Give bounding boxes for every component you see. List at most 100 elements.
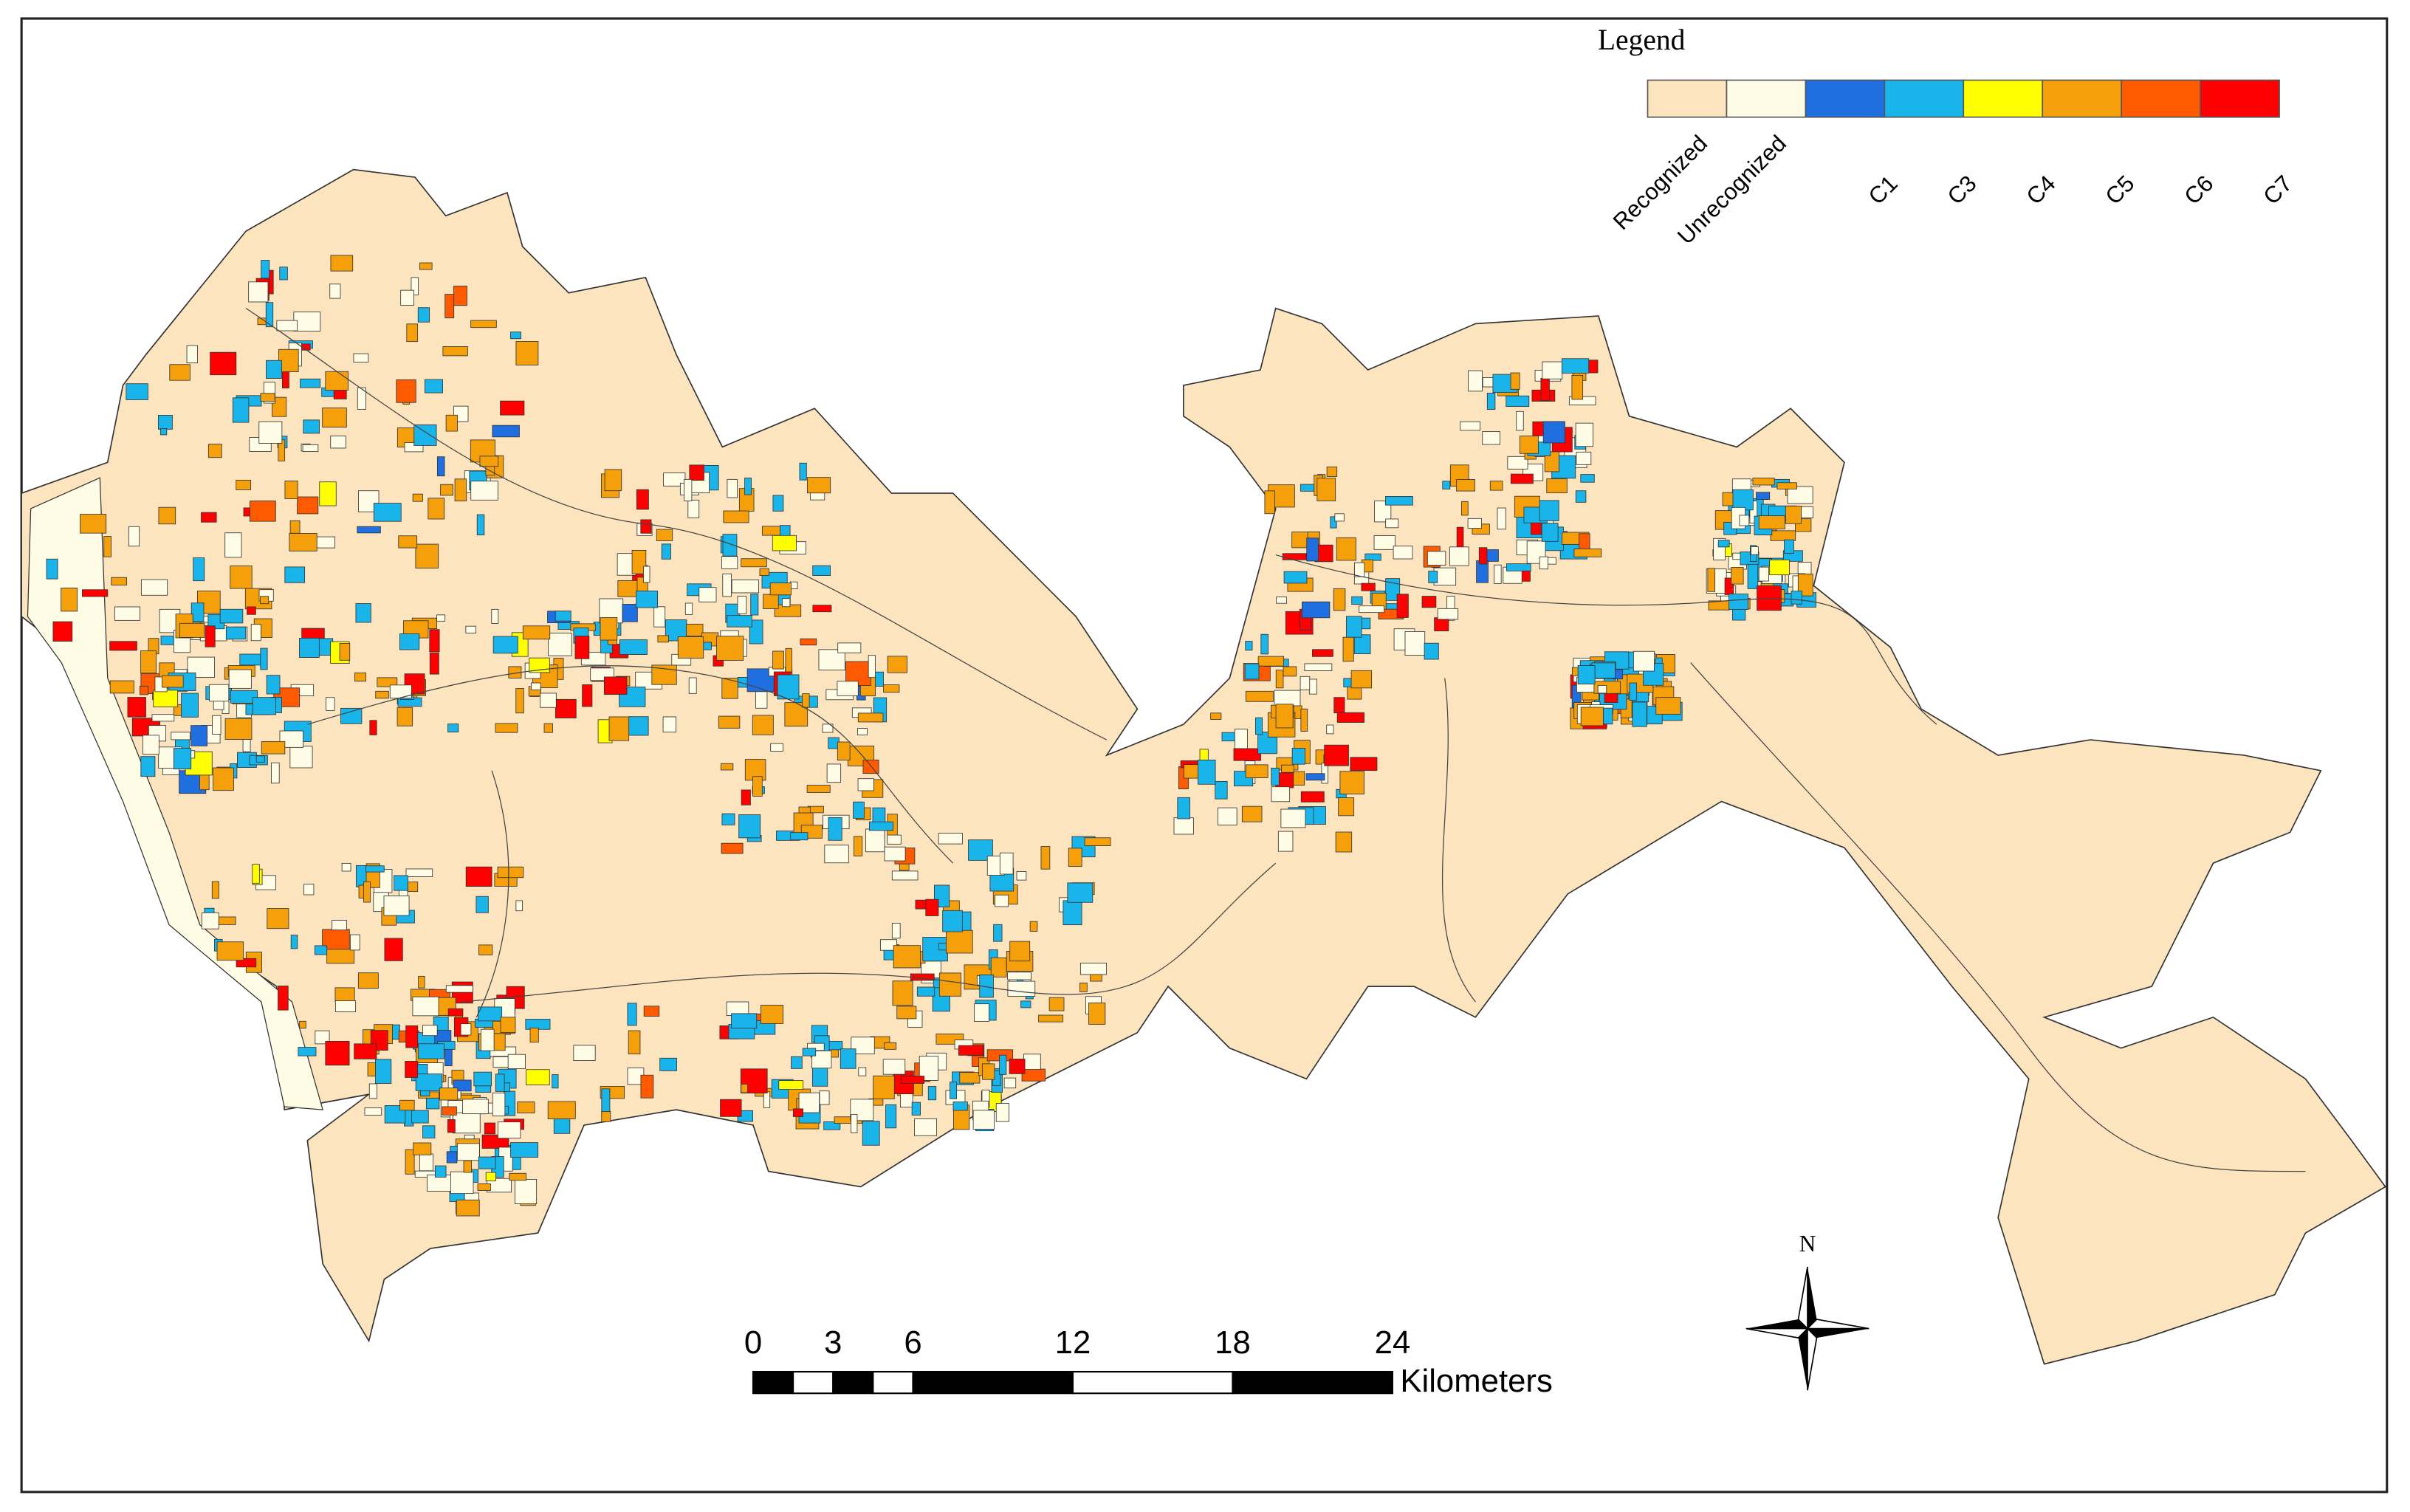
parcel [1016, 871, 1027, 881]
parcel [1333, 697, 1345, 714]
parcel [368, 1083, 377, 1099]
parcel [1040, 846, 1051, 870]
parcel [1542, 361, 1563, 379]
parcel [1739, 515, 1750, 526]
parcel [1540, 377, 1550, 401]
parcel [399, 633, 420, 650]
parcel [1396, 594, 1409, 618]
parcel [507, 1054, 526, 1070]
parcel [1437, 608, 1459, 620]
parcel [497, 1121, 521, 1139]
parcel [1633, 650, 1655, 672]
parcel [325, 1040, 350, 1066]
parcel [661, 543, 671, 560]
parcel [300, 378, 321, 388]
parcel [151, 714, 175, 722]
parcel [160, 636, 175, 645]
parcel [1283, 666, 1297, 677]
parcel [938, 972, 962, 997]
parcel [722, 534, 738, 557]
parcel [1353, 634, 1371, 654]
parcel [1393, 546, 1413, 560]
parcel [1364, 553, 1381, 561]
parcel [752, 715, 774, 735]
parcel [265, 302, 274, 328]
parcel [353, 353, 369, 362]
parcel [750, 594, 759, 616]
parcel [445, 414, 458, 432]
parcel [186, 345, 198, 363]
parcel [190, 602, 205, 622]
parcel [162, 675, 184, 688]
roads [245, 308, 2306, 1172]
parcel [687, 499, 700, 518]
parcel [811, 1050, 832, 1069]
parcel [428, 498, 445, 520]
parcel [1233, 748, 1261, 761]
parcel [140, 579, 168, 596]
parcel [417, 307, 430, 323]
parcel [1434, 617, 1449, 632]
scale-tick-label: 0 [744, 1324, 762, 1361]
parcel [1257, 656, 1285, 667]
parcel [1312, 649, 1333, 657]
parcel [868, 821, 894, 831]
parcel [1305, 773, 1325, 781]
parcel [319, 481, 337, 506]
parcel [749, 619, 763, 645]
scale-segment [752, 1370, 794, 1395]
parcel [959, 1072, 981, 1084]
parcel [993, 924, 1003, 942]
parcel [415, 543, 439, 568]
parcel [213, 767, 234, 791]
parcel [1526, 540, 1546, 564]
parcel [548, 633, 572, 656]
parcel [302, 444, 319, 453]
parcel [1575, 490, 1587, 503]
parcel [173, 748, 192, 770]
parcel [383, 896, 410, 916]
parcel [250, 624, 261, 642]
parcel [299, 1020, 306, 1029]
parcel [109, 641, 137, 651]
parcel [1173, 817, 1194, 835]
parcel [279, 730, 303, 748]
parcel [1486, 393, 1496, 410]
parcel [111, 577, 128, 585]
parcel [893, 945, 921, 969]
parcel [284, 566, 306, 583]
parcel [1787, 486, 1813, 504]
parcel [450, 1171, 474, 1195]
parcel [999, 1054, 1007, 1075]
parcel [1068, 848, 1082, 867]
parcel [478, 1156, 496, 1169]
parcel [492, 1092, 506, 1117]
parcel [303, 419, 320, 434]
parcel [763, 594, 779, 609]
parcel [723, 510, 749, 523]
parcel [1079, 983, 1088, 992]
parcel [439, 1087, 459, 1101]
parcel [1210, 712, 1222, 720]
parcel [826, 763, 842, 783]
parcel [442, 1106, 457, 1116]
parcel [1580, 474, 1595, 483]
parcel [1342, 636, 1354, 662]
parcel [946, 929, 973, 954]
parcel [1359, 605, 1384, 614]
parcel [114, 606, 140, 621]
parcel [444, 294, 455, 319]
parcel [406, 323, 419, 343]
parcel [480, 1028, 495, 1051]
parcel [143, 735, 159, 755]
parcel [159, 428, 168, 436]
parcel [315, 1030, 330, 1045]
parcel [210, 351, 237, 376]
parcel [1791, 591, 1802, 605]
parcel [741, 1084, 748, 1093]
parcel [1728, 594, 1748, 610]
parcel [1300, 708, 1308, 732]
parcel [828, 817, 842, 841]
parcel [456, 1143, 480, 1161]
